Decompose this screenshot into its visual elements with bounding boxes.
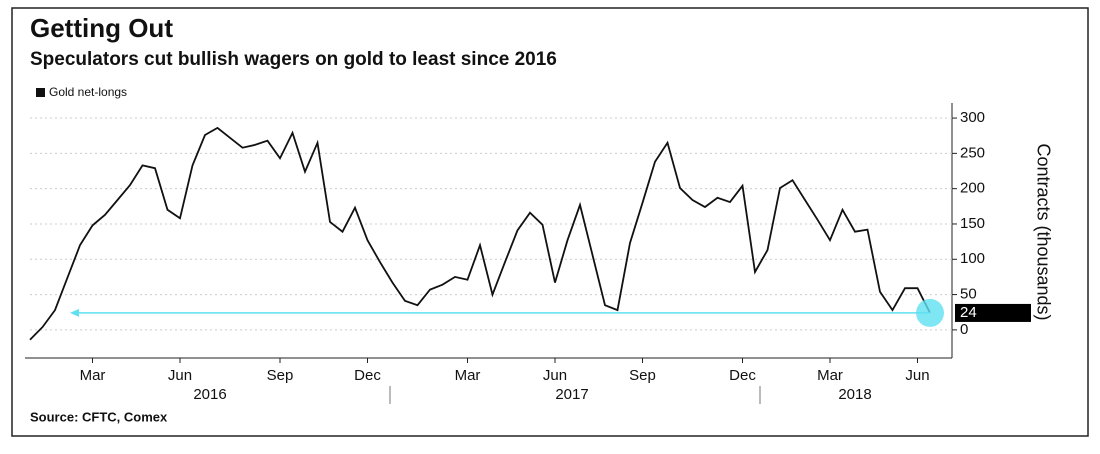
legend-swatch bbox=[36, 88, 45, 97]
highlight-point bbox=[916, 298, 944, 327]
y-tick-label: 50 bbox=[960, 286, 977, 303]
x-tick-label: Sep bbox=[267, 367, 294, 384]
x-tick-label: Mar bbox=[455, 367, 481, 384]
source: Source: CFTC, Comex bbox=[30, 409, 168, 424]
line-series bbox=[29, 126, 931, 341]
y-tick-label: 250 bbox=[960, 144, 985, 161]
x-tick-label: Jun bbox=[905, 367, 929, 384]
x-tick-label: Dec bbox=[729, 367, 756, 384]
y-tick-label: 200 bbox=[960, 180, 985, 197]
last-value-label: 24 bbox=[960, 304, 977, 321]
frame bbox=[11, 7, 1089, 437]
x-tick-label: Mar bbox=[817, 367, 843, 384]
y-tick-label: 150 bbox=[960, 215, 985, 232]
x-tick-label: Jun bbox=[543, 367, 567, 384]
x-tick-label: Mar bbox=[80, 367, 106, 384]
y-tick-label: 100 bbox=[960, 250, 985, 267]
highlight-arrowhead bbox=[70, 308, 79, 317]
legend-label: Gold net-longs bbox=[49, 85, 127, 99]
x-tick-label: Dec bbox=[354, 367, 381, 384]
x-tick-label: Sep bbox=[629, 367, 656, 384]
year-label: 2017 bbox=[555, 386, 588, 403]
last-value-box bbox=[955, 303, 1031, 322]
year-label: 2016 bbox=[193, 386, 226, 403]
y-tick-label: 300 bbox=[960, 109, 985, 126]
year-label: 2018 bbox=[838, 386, 871, 403]
x-tick-label: Jun bbox=[168, 367, 192, 384]
y-axis-label: Contracts (thousands) bbox=[1033, 143, 1053, 320]
chart-subtitle: Speculators cut bullish wagers on gold t… bbox=[30, 49, 557, 70]
y-tick-label: 0 bbox=[960, 321, 968, 338]
chart-title: Getting Out bbox=[30, 13, 173, 43]
